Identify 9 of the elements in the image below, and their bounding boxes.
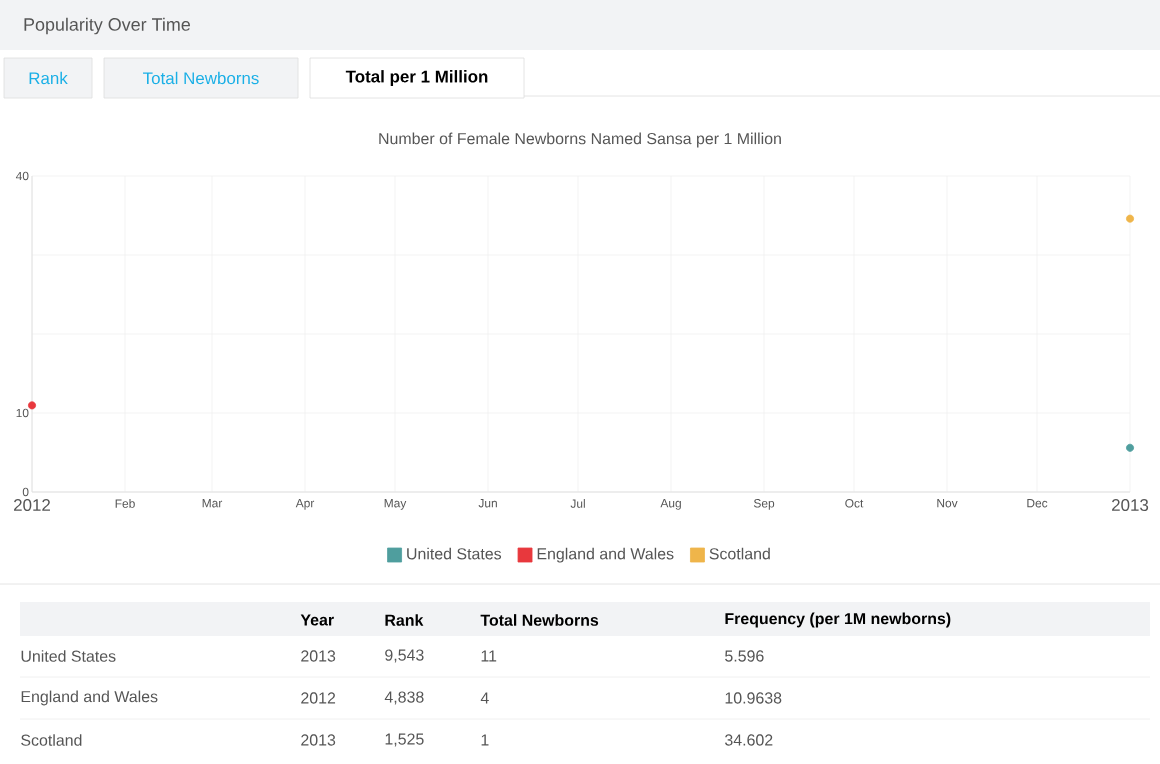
x-tick-label: 2012	[14, 499, 50, 512]
point	[1126, 443, 1135, 452]
point	[1126, 214, 1135, 223]
text: Popularity Over Time	[24, 17, 191, 35]
text: Total per 1 Million	[345, 70, 488, 86]
text: Total Newborns	[143, 71, 259, 85]
point	[28, 401, 37, 410]
text: Rank	[29, 71, 68, 85]
x-tick-label: 2013	[1112, 499, 1149, 512]
